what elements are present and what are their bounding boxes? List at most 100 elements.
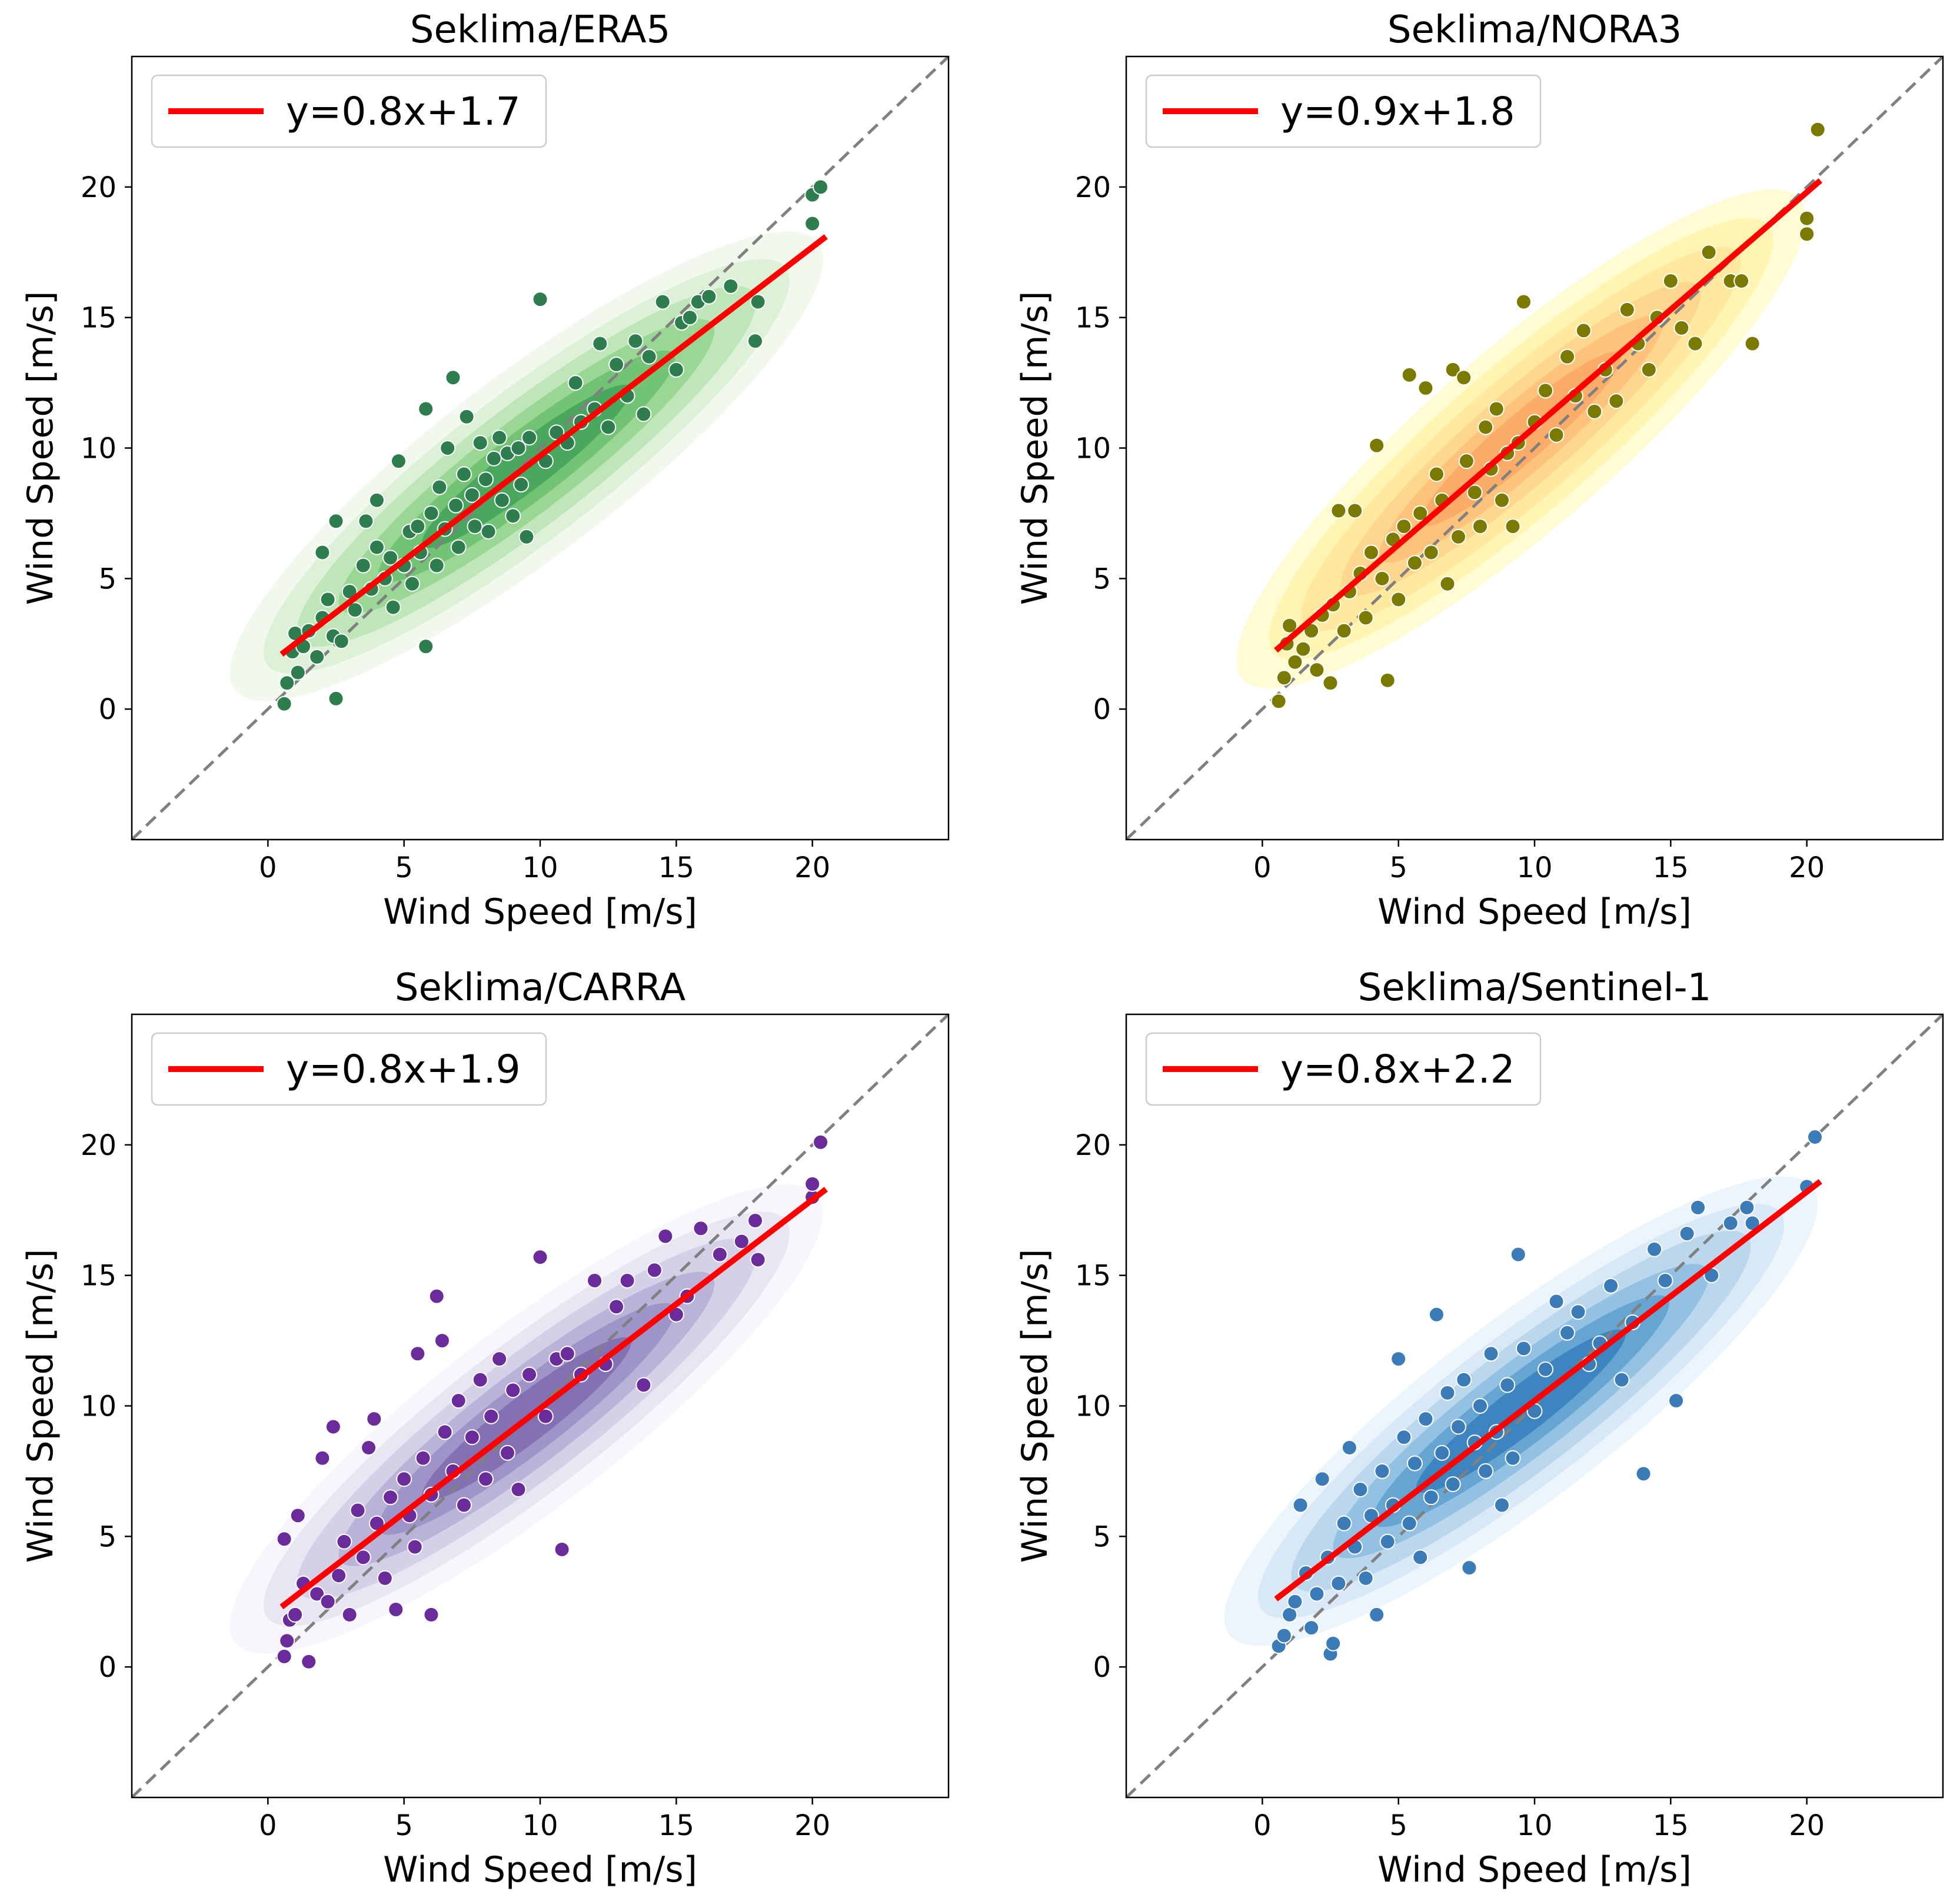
- data-point: [1330, 502, 1347, 519]
- data-point: [1374, 570, 1390, 587]
- data-point: [521, 1366, 537, 1383]
- y-tick-label: 15: [81, 302, 117, 335]
- data-point: [333, 633, 350, 650]
- identity-line: [1126, 56, 1943, 840]
- data-point: [513, 477, 530, 493]
- data-point: [1687, 335, 1703, 352]
- data-point: [521, 430, 537, 446]
- y-tick-label: 20: [81, 171, 117, 204]
- data-point: [804, 215, 821, 232]
- y-tick-label: 10: [1075, 1390, 1111, 1423]
- data-point: [358, 513, 374, 530]
- legend: y=0.8x+1.9: [151, 1032, 547, 1106]
- x-tick-label: 10: [1516, 851, 1552, 884]
- x-axis-label: Wind Speed [m/s]: [1377, 891, 1692, 933]
- y-axis-label: Wind Speed [m/s]: [20, 1249, 61, 1563]
- data-point: [1357, 610, 1374, 626]
- data-point: [1379, 1533, 1396, 1550]
- data-point: [1369, 1606, 1385, 1623]
- data-point: [279, 675, 295, 691]
- data-point: [1456, 1371, 1472, 1388]
- data-point: [592, 335, 608, 352]
- data-point: [355, 557, 371, 574]
- data-point: [608, 357, 625, 373]
- data-point: [431, 479, 448, 495]
- y-tick-label: 15: [1075, 302, 1111, 335]
- legend: y=0.8x+1.7: [151, 74, 547, 148]
- data-point: [276, 1648, 292, 1664]
- data-point: [385, 599, 401, 615]
- data-point: [1423, 1489, 1439, 1506]
- data-point: [646, 1262, 663, 1279]
- data-point: [723, 278, 739, 294]
- data-point: [747, 1212, 764, 1229]
- data-point: [1640, 361, 1657, 378]
- data-point: [1461, 1560, 1478, 1576]
- y-tick-label: 20: [81, 1129, 117, 1162]
- data-point: [477, 1471, 494, 1487]
- data-point: [804, 1176, 821, 1192]
- data-point: [1303, 1620, 1320, 1636]
- data-point: [1613, 1371, 1630, 1388]
- data-point: [1488, 401, 1505, 417]
- data-point: [1478, 1463, 1494, 1479]
- data-point: [1809, 121, 1826, 138]
- x-tick-label: 15: [1653, 1809, 1689, 1842]
- data-point: [1570, 1304, 1586, 1320]
- data-point: [450, 1393, 467, 1409]
- data-point: [1295, 641, 1312, 657]
- data-point: [382, 1489, 399, 1506]
- y-axis-label: Wind Speed [m/s]: [20, 291, 61, 605]
- data-point: [1352, 1481, 1369, 1497]
- data-point: [619, 1273, 635, 1289]
- data-point: [1401, 367, 1417, 383]
- data-point: [1309, 662, 1325, 678]
- data-point: [1276, 1627, 1292, 1644]
- data-point: [287, 1606, 304, 1623]
- data-point: [567, 375, 584, 391]
- data-point: [494, 492, 510, 508]
- data-point: [1390, 591, 1407, 608]
- data-point: [314, 1450, 331, 1466]
- x-tick-label: 5: [1389, 851, 1407, 884]
- data-point: [1619, 301, 1635, 318]
- data-point: [1439, 1384, 1456, 1401]
- y-tick-label: 10: [81, 432, 117, 465]
- x-tick-label: 15: [658, 851, 694, 884]
- data-point: [627, 333, 644, 349]
- data-point: [410, 518, 426, 535]
- y-tick-label: 5: [1093, 562, 1111, 595]
- data-point: [1309, 1586, 1325, 1602]
- x-tick-label: 10: [522, 851, 558, 884]
- y-tick-label: 5: [1093, 1520, 1111, 1553]
- y-tick-label: 0: [1093, 1651, 1111, 1684]
- legend: y=0.9x+1.8: [1145, 74, 1542, 148]
- data-point: [464, 1429, 480, 1446]
- data-point: [641, 348, 657, 365]
- x-tick-label: 10: [522, 1809, 558, 1842]
- data-point: [587, 1273, 603, 1289]
- data-point: [491, 1351, 508, 1367]
- data-point: [1575, 322, 1592, 339]
- legend: y=0.8x+2.2: [1145, 1032, 1542, 1106]
- data-point: [1336, 622, 1352, 639]
- y-tick-label: 15: [1075, 1260, 1111, 1293]
- data-point: [491, 430, 508, 446]
- data-point: [1396, 518, 1412, 535]
- plot-area: [1126, 1014, 1943, 1797]
- data-point: [410, 1346, 426, 1362]
- data-point: [1428, 1306, 1445, 1323]
- chart-title: Seklima/ERA5: [410, 8, 671, 52]
- data-point: [1412, 1549, 1429, 1566]
- data-point: [1799, 226, 1815, 242]
- y-tick-label: 15: [81, 1260, 117, 1293]
- data-point: [1505, 1450, 1521, 1466]
- data-point: [750, 294, 766, 310]
- data-point: [1722, 1215, 1739, 1231]
- legend-label: y=0.8x+1.9: [286, 1047, 521, 1092]
- data-point: [1586, 403, 1603, 420]
- data-point: [423, 1606, 440, 1623]
- data-point: [1412, 505, 1429, 521]
- y-tick-label: 10: [81, 1390, 117, 1423]
- data-point: [1390, 1351, 1407, 1367]
